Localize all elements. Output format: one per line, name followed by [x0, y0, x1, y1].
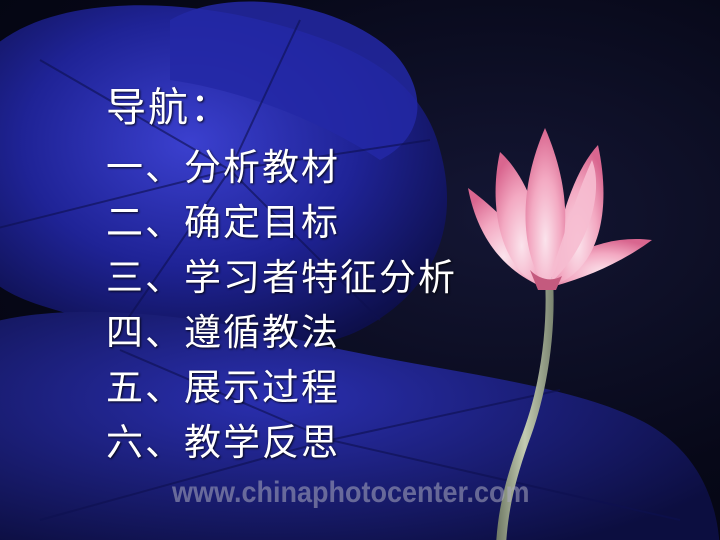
- nav-item-5: 五、展示过程: [106, 366, 340, 409]
- lotus-stem: [496, 278, 554, 540]
- navigation-title: 导航：: [106, 85, 232, 131]
- lotus-leaf-lower: [0, 311, 720, 540]
- nav-item-2: 二、确定目标: [106, 201, 340, 244]
- navigation-list: 导航： 一、分析教材 二、确定目标 三、学习者特征分析 四、遵循教法 五、展示过…: [106, 80, 457, 470]
- lotus-flower: [468, 128, 652, 290]
- nav-item-1: 一、分析教材: [106, 146, 340, 189]
- nav-item-6: 六、教学反思: [106, 421, 340, 464]
- lotus-leaf-middle: [170, 1, 418, 161]
- leaf-veins: [0, 19, 681, 521]
- nav-item-4: 四、遵循教法: [106, 311, 340, 354]
- nav-item-3: 三、学习者特征分析: [106, 256, 457, 299]
- watermark-text: www.chinaphotocenter.com: [172, 476, 530, 509]
